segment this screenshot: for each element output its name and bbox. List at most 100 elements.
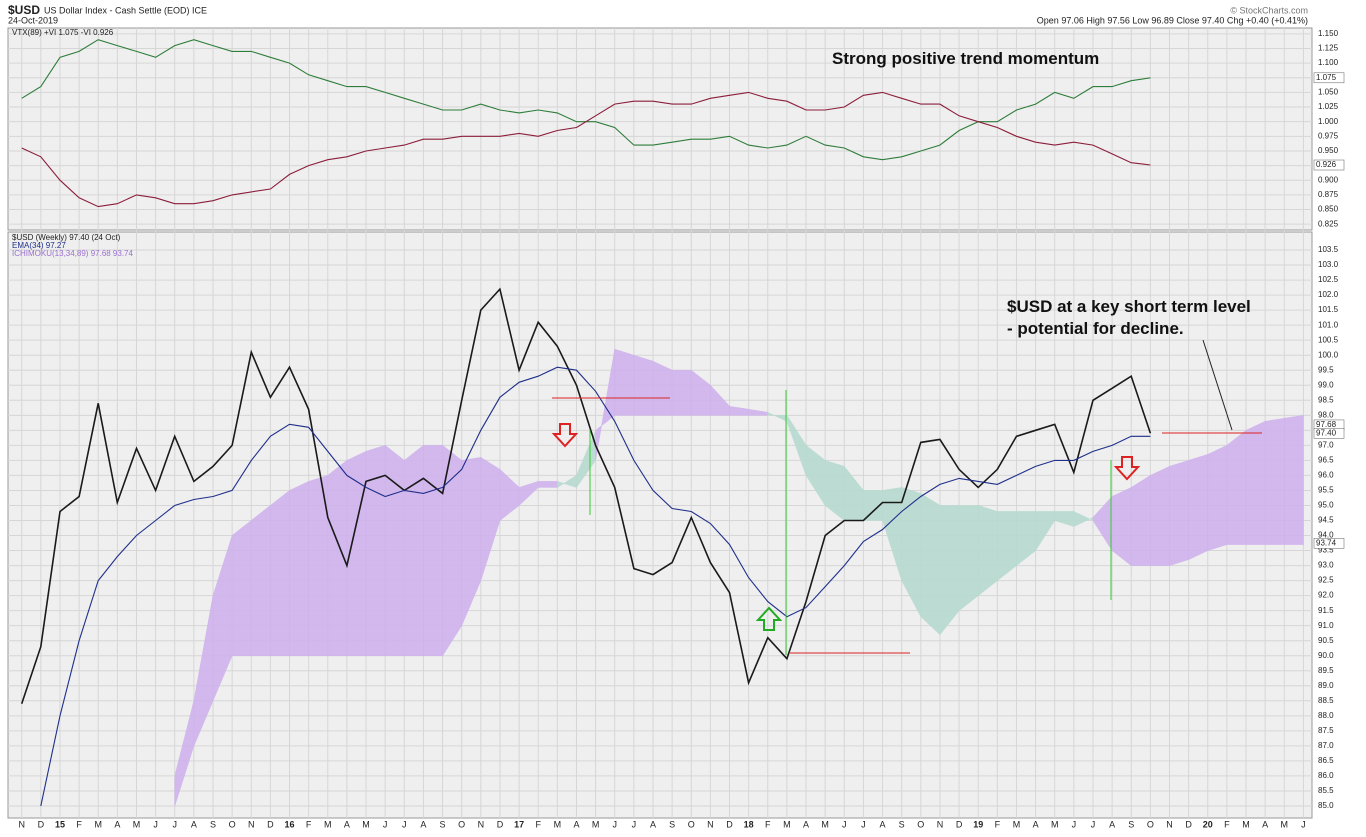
y-tick-label: 86.0 — [1318, 771, 1334, 780]
x-tick-label: D — [497, 819, 504, 829]
x-tick-label: M — [783, 819, 791, 829]
y-tick-label: 100.5 — [1318, 335, 1339, 344]
x-tick-label: J — [632, 819, 637, 829]
last-value-tag — [1313, 428, 1345, 439]
annotation: - potential for decline. — [1007, 319, 1184, 338]
y-tick-label: 102.5 — [1318, 275, 1339, 284]
last-value-label: 93.74 — [1316, 538, 1337, 547]
x-tick-label: A — [1262, 819, 1268, 829]
y-tick-label: 96.5 — [1318, 455, 1334, 464]
y-tick-label: 92.5 — [1318, 576, 1334, 585]
legend: VTX(89) +VI 1.075 -VI 0.926 — [12, 28, 114, 37]
x-tick-label: N — [937, 819, 944, 829]
x-tick-label: O — [458, 819, 465, 829]
legend: ICHIMOKU(13,34,89) 97.68 93.74 — [12, 249, 134, 258]
price-panel — [7, 231, 1313, 819]
y-tick-label: 90.5 — [1318, 636, 1334, 645]
x-tick-label: M — [592, 819, 600, 829]
last-value-label: 97.68 — [1316, 420, 1337, 429]
x-tick-label: N — [1166, 819, 1173, 829]
y-tick-label: 87.5 — [1318, 726, 1334, 735]
y-tick-label: 1.150 — [1318, 29, 1339, 38]
x-tick-label: M — [1013, 819, 1021, 829]
annotation: Strong positive trend momentum — [832, 49, 1099, 68]
x-tick-label: A — [344, 819, 350, 829]
y-tick-label: 92.0 — [1318, 591, 1334, 600]
y-tick-label: 103.0 — [1318, 260, 1339, 269]
y-tick-label: 99.5 — [1318, 365, 1334, 374]
ichimoku-cloud — [614, 348, 635, 416]
y-tick-label: 101.0 — [1318, 320, 1339, 329]
x-tick-label: D — [1185, 819, 1192, 829]
x-tick-label: A — [803, 819, 809, 829]
x-tick-label: M — [1051, 819, 1059, 829]
series-line — [40, 366, 1151, 807]
x-tick-label: O — [917, 819, 924, 829]
ichimoku-cloud — [1130, 474, 1151, 566]
ichimoku-cloud — [1207, 444, 1228, 551]
legend: EMA(34) 97.27 — [12, 241, 66, 250]
x-tick-label: 20 — [1203, 819, 1213, 829]
subtitle: US Dollar Index - Cash Settle (EOD) ICE — [44, 5, 207, 15]
ichimoku-cloud — [958, 505, 979, 612]
y-tick-label: 1.100 — [1318, 58, 1339, 67]
x-tick-label: M — [554, 819, 562, 829]
ichimoku-cloud — [1283, 414, 1304, 545]
x-tick-label: 16 — [285, 819, 295, 829]
ichimoku-cloud — [231, 519, 252, 657]
x-tick-label: 17 — [514, 819, 524, 829]
y-tick-label: 94.5 — [1318, 516, 1334, 525]
ichimoku-cloud — [423, 445, 443, 657]
y-tick-label: 85.5 — [1318, 786, 1334, 795]
y-tick-label: 88.5 — [1318, 696, 1334, 705]
ichimoku-cloud — [1245, 420, 1266, 545]
x-tick-label: A — [191, 819, 197, 829]
x-tick-label: F — [1224, 819, 1230, 829]
y-tick-label: 95.5 — [1318, 486, 1334, 495]
symbol: $USD — [8, 3, 40, 17]
series-line — [20, 287, 1152, 705]
ichimoku-cloud — [403, 444, 424, 657]
y-tick-label: 98.0 — [1318, 410, 1334, 419]
ichimoku-cloud — [633, 354, 654, 416]
x-tick-label: F — [765, 819, 771, 829]
y-tick-label: 99.0 — [1318, 380, 1334, 389]
ichimoku-cloud — [289, 480, 309, 657]
y-tick-label: 1.050 — [1318, 88, 1339, 97]
y-tick-label: 97.0 — [1318, 440, 1334, 449]
last-value-label: 0.926 — [1316, 160, 1337, 169]
y-tick-label: 90.0 — [1318, 651, 1334, 660]
x-tick-label: D — [267, 819, 274, 829]
x-tick-label: A — [650, 819, 656, 829]
y-tick-label: 91.0 — [1318, 621, 1334, 630]
x-tick-label: M — [324, 819, 332, 829]
y-tick-label: 0.850 — [1318, 205, 1339, 214]
x-tick-label: O — [229, 819, 236, 829]
x-tick-label: 15 — [55, 819, 65, 829]
y-tick-label: 86.5 — [1318, 756, 1334, 765]
y-tick-label: 98.5 — [1318, 395, 1334, 404]
x-tick-label: F — [76, 819, 82, 829]
last-value-tag — [1313, 538, 1345, 549]
y-tick-label: 0.825 — [1318, 219, 1339, 228]
annotation: $USD at a key short term level — [1007, 297, 1251, 316]
x-tick-label: F — [995, 819, 1001, 829]
y-tick-label: 95.0 — [1318, 501, 1334, 510]
x-tick-label: S — [899, 819, 905, 829]
y-tick-label: 93.0 — [1318, 561, 1334, 570]
x-tick-label: M — [1242, 819, 1250, 829]
ichimoku-cloud — [1226, 429, 1247, 545]
ichimoku-cloud — [270, 489, 290, 657]
y-tick-label: 94.0 — [1318, 531, 1334, 540]
legend: $USD (Weekly) 97.40 (24 Oct) — [12, 233, 121, 242]
date: 24-Oct-2019 — [8, 15, 58, 25]
last-value-tag — [1313, 72, 1345, 84]
x-tick-label: J — [383, 819, 388, 829]
credit: © StockCharts.com — [1230, 5, 1308, 15]
marks — [20, 39, 1304, 807]
ichimoku-cloud — [652, 360, 673, 416]
x-tick-label: D — [726, 819, 733, 829]
x-tick-label: M — [821, 819, 829, 829]
